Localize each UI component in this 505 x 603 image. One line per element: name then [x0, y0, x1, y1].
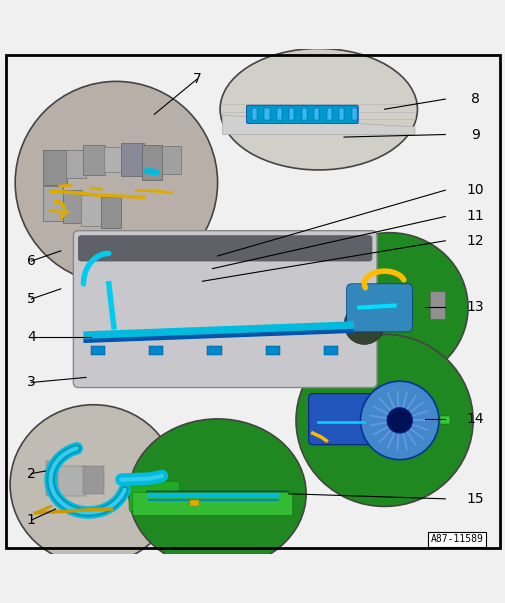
Ellipse shape [311, 233, 467, 382]
Text: 5: 5 [27, 292, 36, 306]
Text: 3: 3 [27, 376, 36, 390]
Text: 13: 13 [466, 300, 483, 314]
Ellipse shape [343, 304, 384, 344]
FancyBboxPatch shape [73, 231, 376, 388]
Bar [63, 190, 82, 223]
Bar [83, 466, 104, 494]
Bar [338, 108, 343, 121]
Ellipse shape [10, 405, 177, 564]
Ellipse shape [129, 419, 306, 569]
Text: 1: 1 [27, 513, 36, 527]
FancyBboxPatch shape [78, 236, 371, 261]
Bar [189, 500, 198, 507]
Bar [289, 108, 294, 121]
Text: 10: 10 [466, 183, 483, 197]
FancyBboxPatch shape [308, 394, 374, 444]
Bar [104, 147, 123, 172]
Circle shape [386, 408, 412, 433]
Text: 12: 12 [466, 234, 483, 248]
Bar [121, 143, 144, 176]
Bar [162, 146, 181, 174]
Bar [323, 346, 337, 355]
Bar [43, 186, 63, 221]
Ellipse shape [15, 81, 217, 284]
Bar [81, 195, 102, 226]
Bar [45, 461, 61, 496]
Text: 2: 2 [27, 467, 36, 481]
Text: 7: 7 [192, 72, 201, 86]
Text: 11: 11 [466, 209, 484, 224]
FancyBboxPatch shape [132, 492, 292, 516]
Bar [91, 346, 105, 355]
Bar [83, 145, 105, 175]
Bar [149, 346, 163, 355]
Bar [58, 466, 86, 496]
Ellipse shape [295, 335, 472, 507]
Bar [351, 108, 356, 121]
Bar [207, 346, 221, 355]
FancyBboxPatch shape [346, 284, 412, 332]
Polygon shape [222, 115, 414, 134]
Bar [101, 197, 121, 228]
Bar [43, 150, 67, 185]
FancyBboxPatch shape [129, 481, 179, 511]
Text: 8: 8 [470, 92, 479, 106]
Bar [314, 108, 319, 121]
Bar [301, 108, 306, 121]
Text: 9: 9 [470, 127, 479, 142]
Bar [429, 291, 444, 319]
Bar [264, 108, 269, 121]
Bar [276, 108, 281, 121]
Bar [265, 346, 279, 355]
Ellipse shape [360, 381, 438, 459]
Ellipse shape [220, 48, 417, 170]
Polygon shape [141, 491, 288, 509]
Bar [66, 150, 86, 177]
Bar [251, 108, 257, 121]
Text: 15: 15 [466, 492, 483, 506]
Text: 4: 4 [27, 330, 36, 344]
Bar [439, 416, 449, 424]
Text: 6: 6 [27, 254, 36, 268]
Text: 14: 14 [466, 412, 483, 426]
FancyBboxPatch shape [246, 105, 358, 124]
Text: A87-11589: A87-11589 [430, 534, 482, 545]
Bar [326, 108, 331, 121]
Bar [141, 145, 162, 180]
